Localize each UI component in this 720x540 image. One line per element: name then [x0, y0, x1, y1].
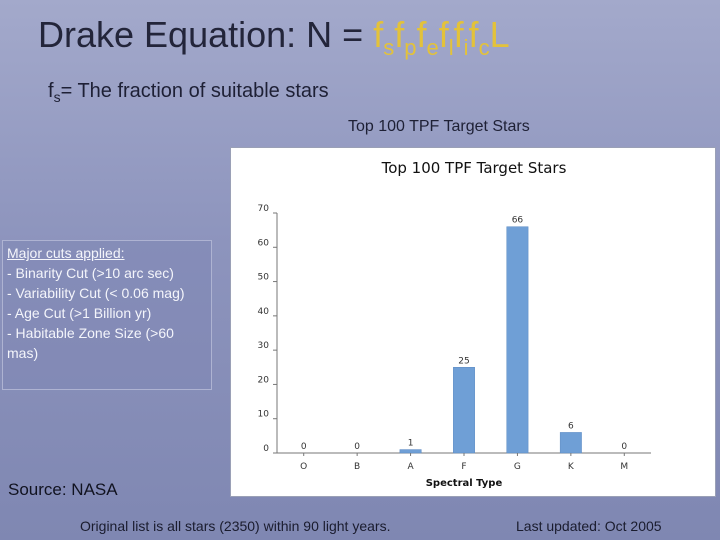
data-label-F: 25 — [458, 356, 469, 366]
x-tick-label-F: F — [461, 462, 466, 472]
y-tick-label: 10 — [258, 410, 270, 420]
y-tick-label: 40 — [258, 307, 270, 317]
x-tick-label-A: A — [407, 462, 414, 472]
bar-chart: Top 100 TPF Target Stars 0 10 20 30 40 50 60 70 0… — [230, 147, 716, 497]
data-label-A: 1 — [408, 439, 414, 449]
cuts-heading: Major cuts applied: — [7, 245, 125, 261]
cut-habitable-zone: - Habitable Zone Size (>60 mas) — [7, 325, 174, 361]
cut-variability: - Variability Cut (< 0.06 mag) — [7, 285, 185, 301]
last-updated: Last updated: Oct 2005 — [516, 518, 662, 534]
cuts-box: Major cuts applied: - Binarity Cut (>10 … — [2, 240, 212, 390]
y-tick-label: 30 — [258, 341, 270, 351]
y-tick-label: 50 — [258, 273, 270, 283]
x-axis-label: Spectral Type — [426, 478, 503, 489]
source-label: Source: NASA — [8, 480, 118, 499]
cut-binarity: - Binarity Cut (>10 arc sec) — [7, 265, 174, 281]
bar-F — [453, 367, 475, 454]
title-term-fl: fl — [438, 14, 454, 60]
title-term-fc: fc — [468, 14, 490, 60]
title-term-fe: fe — [416, 14, 439, 60]
bar-K — [559, 432, 582, 454]
data-label-B: 0 — [354, 442, 360, 452]
x-tick-label-K: K — [568, 462, 575, 472]
x-tick-label-B: B — [354, 462, 360, 472]
title-term-fp: fp — [394, 14, 417, 60]
title-prefix: Drake Equation: N = — [38, 14, 374, 55]
bar-G — [506, 226, 529, 454]
title-term-fs: fs — [373, 14, 395, 60]
x-tick-label-G: G — [514, 462, 521, 472]
data-label-M: 0 — [621, 442, 627, 452]
fs-definition: fs= The fraction of suitable stars — [48, 80, 329, 105]
bar-A — [399, 449, 422, 454]
x-tick-label-O: O — [300, 462, 307, 472]
data-label-G: 66 — [512, 216, 524, 226]
slide-title: Drake Equation: N = fsfpfeflfifcL — [38, 14, 510, 61]
y-tick-label: 0 — [263, 444, 269, 454]
chart-caption: Top 100 TPF Target Stars — [348, 118, 530, 135]
title-suffix: L — [489, 14, 510, 55]
data-label-O: 0 — [301, 442, 307, 452]
footer-note: Original list is all stars (2350) within… — [80, 518, 391, 534]
x-tick-label-M: M — [620, 462, 628, 472]
title-term-fi: fi — [453, 14, 469, 60]
bar-chart-svg: Top 100 TPF Target Stars0102030405060700… — [258, 159, 651, 489]
y-tick-label: 20 — [258, 375, 270, 385]
y-tick-label: 60 — [258, 238, 270, 248]
data-label-K: 6 — [568, 421, 574, 431]
y-tick-label: 70 — [258, 204, 270, 214]
cut-age: - Age Cut (>1 Billion yr) — [7, 305, 152, 321]
chart-title: Top 100 TPF Target Stars — [381, 159, 567, 177]
